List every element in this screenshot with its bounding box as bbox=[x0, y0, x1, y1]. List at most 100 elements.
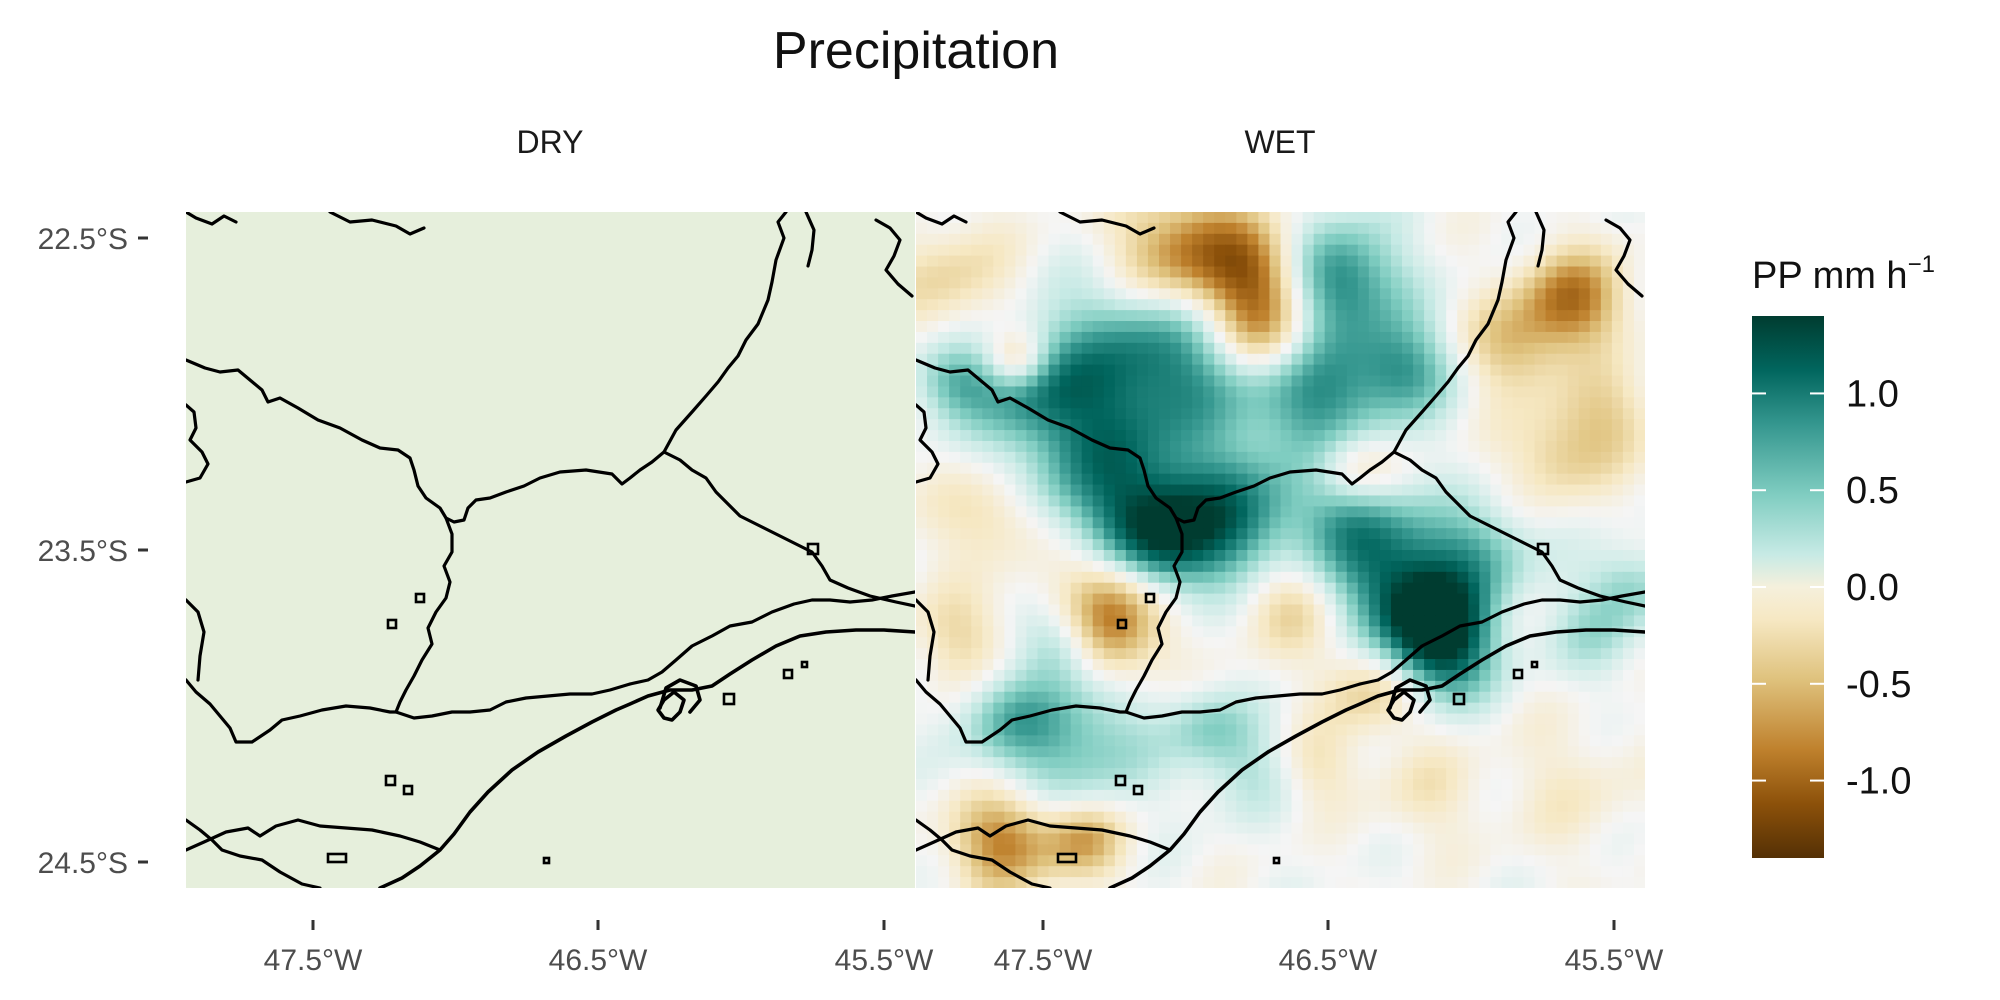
wet-field-cell bbox=[1214, 605, 1226, 617]
wet-field-cell bbox=[1358, 757, 1370, 769]
wet-field-cell bbox=[916, 245, 928, 257]
wet-field-cell bbox=[1170, 615, 1182, 627]
wet-field-cell bbox=[1060, 288, 1072, 300]
wet-field-cell bbox=[1314, 321, 1326, 333]
wet-field-cell bbox=[982, 430, 994, 442]
wet-field-cell bbox=[1060, 267, 1072, 279]
wet-field-cell bbox=[1501, 626, 1513, 638]
wet-field-cell bbox=[1203, 779, 1215, 791]
wet-field-cell bbox=[1457, 572, 1469, 584]
wet-field-cell bbox=[1049, 234, 1061, 246]
wet-field-cell bbox=[1192, 659, 1204, 671]
wet-field-cell bbox=[1060, 550, 1072, 562]
wet-field-cell bbox=[1369, 386, 1381, 398]
wet-field-cell bbox=[1015, 833, 1027, 845]
wet-field-cell bbox=[1236, 386, 1248, 398]
wet-field-cell bbox=[1479, 779, 1491, 791]
wet-field-cell bbox=[1347, 605, 1359, 617]
wet-field-cell bbox=[938, 354, 950, 366]
wet-field-cell bbox=[1071, 833, 1083, 845]
wet-field-cell bbox=[1082, 223, 1094, 235]
wet-field-cell bbox=[1546, 735, 1558, 747]
wet-field-cell bbox=[1004, 267, 1016, 279]
wet-field-cell bbox=[1015, 463, 1027, 475]
wet-field-cell bbox=[1148, 561, 1160, 573]
wet-field-cell bbox=[1214, 288, 1226, 300]
wet-field-cell bbox=[1347, 277, 1359, 289]
wet-field-cell bbox=[1446, 397, 1458, 409]
wet-field-cell bbox=[1590, 441, 1602, 453]
wet-field-cell bbox=[1612, 517, 1624, 529]
wet-field-cell bbox=[1082, 801, 1094, 813]
wet-field-cell bbox=[1457, 724, 1469, 736]
wet-field-cell bbox=[916, 550, 928, 562]
wet-field-cell bbox=[1601, 670, 1613, 682]
wet-field-cell bbox=[927, 386, 939, 398]
wet-field-cell bbox=[1524, 332, 1536, 344]
wet-field-cell bbox=[1490, 376, 1502, 388]
wet-field-cell bbox=[1568, 245, 1580, 257]
wet-field-cell bbox=[1258, 277, 1270, 289]
wet-field-cell bbox=[1137, 517, 1149, 529]
wet-field-cell bbox=[1258, 212, 1270, 224]
wet-field-cell bbox=[1269, 223, 1281, 235]
wet-field-cell bbox=[1424, 833, 1436, 845]
wet-field-cell bbox=[1568, 419, 1580, 431]
wet-field-cell bbox=[1501, 855, 1513, 867]
wet-field-cell bbox=[1634, 321, 1646, 333]
wet-field-cell bbox=[1258, 844, 1270, 856]
wet-field-cell bbox=[1115, 277, 1127, 289]
wet-field-cell bbox=[1104, 594, 1116, 606]
wet-field-cell bbox=[1424, 605, 1436, 617]
wet-field-cell bbox=[1457, 746, 1469, 758]
wet-field-cell bbox=[1623, 474, 1635, 486]
wet-field-cell bbox=[1236, 495, 1248, 507]
wet-field-cell bbox=[1612, 408, 1624, 420]
wet-field-cell bbox=[1336, 877, 1348, 889]
wet-field-cell bbox=[949, 801, 961, 813]
wet-field-cell bbox=[1435, 812, 1447, 824]
wet-field-cell bbox=[1501, 648, 1513, 660]
wet-field-cell bbox=[938, 615, 950, 627]
wet-field-cell bbox=[1512, 299, 1524, 311]
wet-field-cell bbox=[1380, 572, 1392, 584]
wet-field-cell bbox=[960, 299, 972, 311]
wet-field-cell bbox=[938, 310, 950, 322]
wet-field-cell bbox=[971, 539, 983, 551]
wet-field-cell bbox=[993, 234, 1005, 246]
wet-field-cell bbox=[1424, 877, 1436, 889]
wet-field-cell bbox=[1579, 430, 1591, 442]
wet-field-cell bbox=[1137, 234, 1149, 246]
wet-field-cell bbox=[1568, 692, 1580, 704]
wet-field-cell bbox=[1192, 223, 1204, 235]
wet-field-cell bbox=[1060, 768, 1072, 780]
wet-field-cell bbox=[1468, 277, 1480, 289]
wet-field-cell bbox=[1568, 615, 1580, 627]
wet-field-cell bbox=[1369, 245, 1381, 257]
wet-field-cell bbox=[1115, 463, 1127, 475]
wet-field-cell bbox=[1181, 757, 1193, 769]
wet-field-cell bbox=[1225, 419, 1237, 431]
wet-field-cell bbox=[1402, 441, 1414, 453]
wet-field-cell bbox=[1413, 670, 1425, 682]
wet-field-cell bbox=[1203, 637, 1215, 649]
wet-field-cell bbox=[1159, 299, 1171, 311]
wet-field-cell bbox=[938, 245, 950, 257]
wet-field-cell bbox=[1557, 474, 1569, 486]
wet-field-cell bbox=[1612, 452, 1624, 464]
wet-field-cell bbox=[916, 790, 928, 802]
wet-field-cell bbox=[1104, 648, 1116, 660]
wet-field-cell bbox=[938, 594, 950, 606]
wet-field-cell bbox=[982, 277, 994, 289]
wet-field-cell bbox=[1038, 517, 1050, 529]
wet-field-cell bbox=[1479, 277, 1491, 289]
wet-field-cell bbox=[1446, 256, 1458, 267]
wet-field-cell bbox=[1546, 485, 1558, 497]
wet-field-cell bbox=[1634, 267, 1646, 279]
wet-field-cell bbox=[1015, 779, 1027, 791]
wet-field-cell bbox=[1325, 332, 1337, 344]
wet-field-cell bbox=[1512, 321, 1524, 333]
wet-field-cell bbox=[1424, 735, 1436, 747]
wet-field-cell bbox=[1457, 452, 1469, 464]
wet-field-cell bbox=[1501, 288, 1513, 300]
